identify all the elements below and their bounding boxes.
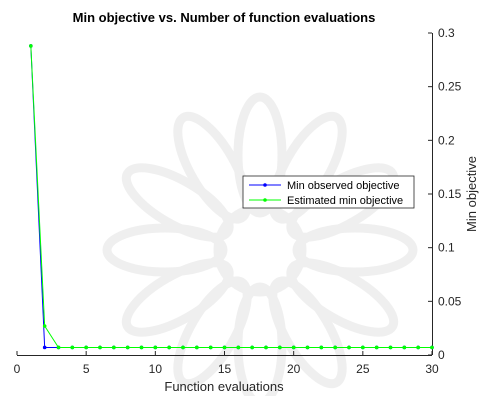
series-point-1 <box>208 345 213 350</box>
x-tick-label: 20 <box>287 362 301 376</box>
series-point-1 <box>70 345 75 350</box>
x-axis-title: Function evaluations <box>164 379 284 394</box>
watermark-petal <box>121 163 234 242</box>
y-tick-label: 0.15 <box>438 187 462 201</box>
watermark-petal <box>102 223 228 277</box>
series-point-1 <box>42 324 47 328</box>
series-line-1 <box>30 45 432 348</box>
series-point-1 <box>291 345 296 350</box>
x-tick-label: 25 <box>356 362 370 376</box>
legend-label: Estimated min objective <box>287 195 403 207</box>
y-tick-label: 0.1 <box>438 241 455 255</box>
y-tick-label: 0 <box>438 348 445 362</box>
series-point-1 <box>333 345 337 350</box>
series-point-1 <box>195 345 199 350</box>
chart-title: Min objective vs. Number of function eva… <box>73 10 376 25</box>
series-point-1 <box>319 345 324 350</box>
series-point-1 <box>153 345 158 350</box>
series-point-1 <box>98 345 102 350</box>
series-point-1 <box>374 345 379 350</box>
plot-series <box>29 44 434 350</box>
series-point-1 <box>29 44 33 48</box>
watermark-petal <box>268 276 347 389</box>
series-point-1 <box>236 345 241 350</box>
series-point-1 <box>84 345 88 350</box>
series-point-1 <box>305 345 310 350</box>
series-point-1 <box>388 345 393 350</box>
x-tick-label: 5 <box>83 362 90 376</box>
watermark-petal <box>286 258 399 337</box>
watermark-petal <box>233 282 287 396</box>
series-point-1 <box>347 345 351 350</box>
legend-marker <box>263 198 267 202</box>
legend: Min observed objective Estimated min obje… <box>242 175 415 209</box>
series-point-1 <box>125 345 130 350</box>
series-point-0 <box>42 345 47 350</box>
x-axis: 0 5 10 15 20 25 30 <box>14 351 439 376</box>
series-point-1 <box>361 345 365 350</box>
x-tick-label: 10 <box>149 362 163 376</box>
y-axis-title: Min objective <box>464 156 479 232</box>
legend-marker <box>263 183 267 187</box>
series-point-1 <box>264 345 268 350</box>
series-point-1 <box>167 345 171 350</box>
series-point-1 <box>222 345 227 350</box>
watermark-ring <box>213 203 307 297</box>
series-point-1 <box>250 345 254 350</box>
y-tick-label: 0.25 <box>438 80 462 94</box>
watermark-petal <box>233 92 287 218</box>
series-point-1 <box>278 345 282 350</box>
series-point-1 <box>181 345 185 350</box>
series-point-1 <box>430 345 434 350</box>
legend-box <box>242 175 415 209</box>
series-point-1 <box>56 345 61 350</box>
y-tick-label: 0.2 <box>438 133 455 147</box>
y-tick-label: 0.3 <box>438 26 455 40</box>
x-tick-label: 15 <box>218 362 232 376</box>
legend-label: Min observed objective <box>287 180 400 192</box>
y-tick-label: 0.05 <box>438 294 462 308</box>
watermark-petal <box>173 111 252 224</box>
watermark-petal <box>173 276 252 389</box>
series-point-1 <box>112 345 116 350</box>
x-tick-label: 30 <box>425 362 439 376</box>
series-point-1 <box>139 345 144 350</box>
x-tick-label: 0 <box>14 362 21 376</box>
background-watermark <box>102 92 418 396</box>
watermark-petal <box>292 223 418 277</box>
watermark-petal <box>121 258 234 337</box>
series-point-1 <box>416 345 420 350</box>
y-axis: 0 0.05 0.1 0.15 0.2 0.25 0.3 <box>428 26 462 362</box>
series-point-1 <box>402 345 407 350</box>
